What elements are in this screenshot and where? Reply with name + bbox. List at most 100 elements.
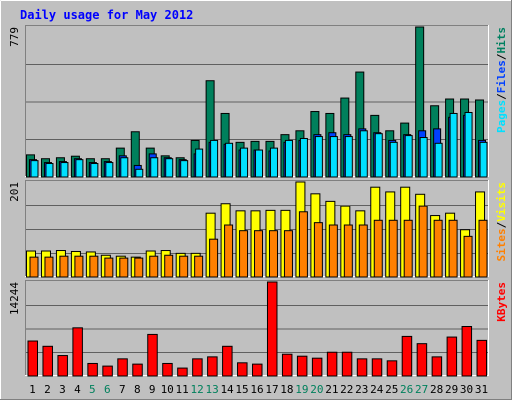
bar-pages [30,160,39,178]
x-tick-label: 13 [205,383,218,396]
bar-kbytes [102,365,113,377]
bar-kbytes [117,358,128,377]
bar-kbytes [476,339,488,377]
x-tick-label: 20 [310,383,323,396]
x-tick-label: 8 [134,383,141,396]
bar-sites [179,255,189,278]
x-tick-label: 7 [119,383,126,396]
bar-kbytes [296,355,308,377]
panel-visits-sites: 201 Sites/Visits [8,180,508,278]
bar-pages [210,139,219,178]
bar-sites [164,254,174,278]
y-axis-max-label: 779 [8,27,21,47]
bar-pages [344,136,353,178]
bar-sites [224,224,234,278]
x-tick-label: 3 [59,383,66,396]
legend-part: Sites [495,228,508,261]
x-tick-label: 12 [191,383,204,396]
x-tick-label: 31 [475,383,488,396]
x-tick-label: 6 [104,383,111,396]
x-tick-label: 4 [74,383,81,396]
bar-pages [404,135,413,178]
bar-pages [284,139,293,178]
bar-pages [419,137,428,178]
bar-pages [479,141,488,178]
bar-sites [59,255,69,278]
bar-pages [299,137,308,178]
bar-kbytes [72,327,83,377]
bar-sites [194,255,204,278]
bar-kbytes [461,326,473,377]
bar-sites [373,219,383,278]
bar-pages [45,163,54,178]
bar-kbytes [386,360,398,377]
bar-sites [403,219,413,278]
bar-pages [269,147,278,178]
bar-sites [149,255,159,278]
bar-sites [104,257,114,278]
x-tick-label: 29 [445,383,458,396]
bar-kbytes [57,355,68,377]
bar-pages [374,133,383,178]
bar-sites [44,256,54,278]
x-tick-label: 1 [29,383,36,396]
bar-kbytes [326,351,338,377]
bar-pages [449,112,458,178]
bar-pages [180,160,189,178]
bar-pages [434,142,443,178]
legend-part: / [495,93,508,100]
bar-sites [283,230,293,278]
bar-pages [359,130,368,178]
y-axis-max-label: 201 [8,182,21,202]
bar-kbytes [401,335,413,377]
bar-sites [254,230,264,278]
bar-sites [298,211,308,278]
x-tick-label: 9 [149,383,156,396]
bar-pages [240,147,249,178]
bar-kbytes [192,358,203,377]
bar-pages [60,162,69,178]
panel-legend: KBytes [495,282,508,322]
bar-kbytes [281,353,293,377]
bar-pages [195,148,204,178]
bar-kbytes [431,356,443,377]
legend-part: / [495,221,508,228]
bar-kbytes [446,336,458,377]
bar-pages [75,159,84,178]
x-tick-label: 15 [235,383,248,396]
bar-sites [119,257,129,278]
y-axis-max-label: 14244 [8,282,21,315]
bar-pages [90,163,99,178]
chart-title: Daily usage for May 2012 [20,8,193,22]
bar-pages [329,136,338,178]
bar-kbytes [266,281,278,377]
bar-kbytes [132,363,143,377]
bar-pages [255,149,264,178]
bar-kbytes [207,356,218,377]
bar-sites [358,224,368,278]
bar-pages [464,111,473,178]
bar-pages [165,158,174,178]
bar-kbytes [311,357,323,377]
bar-sites [433,219,443,278]
bar-kbytes [147,333,158,377]
bar-sites [239,230,249,278]
legend-part: KBytes [495,282,508,322]
x-tick-label: 18 [280,383,293,396]
x-tick-label: 27 [415,383,428,396]
bar-kbytes [87,362,98,377]
legend-part: Pages [495,100,508,133]
bar-kbytes [27,340,38,377]
bar-kbytes [42,345,53,377]
bar-sites [74,255,84,278]
bar-pages [105,162,114,178]
bar-pages [120,157,129,178]
bar-sites [343,224,353,278]
bar-sites [29,256,39,278]
bar-kbytes [252,363,263,377]
panel-legend: Sites/Visits [495,182,508,262]
bar-sites [268,230,278,278]
x-tick-label: 25 [385,383,398,396]
x-tick-label: 19 [295,383,308,396]
bar-sites [313,222,323,278]
